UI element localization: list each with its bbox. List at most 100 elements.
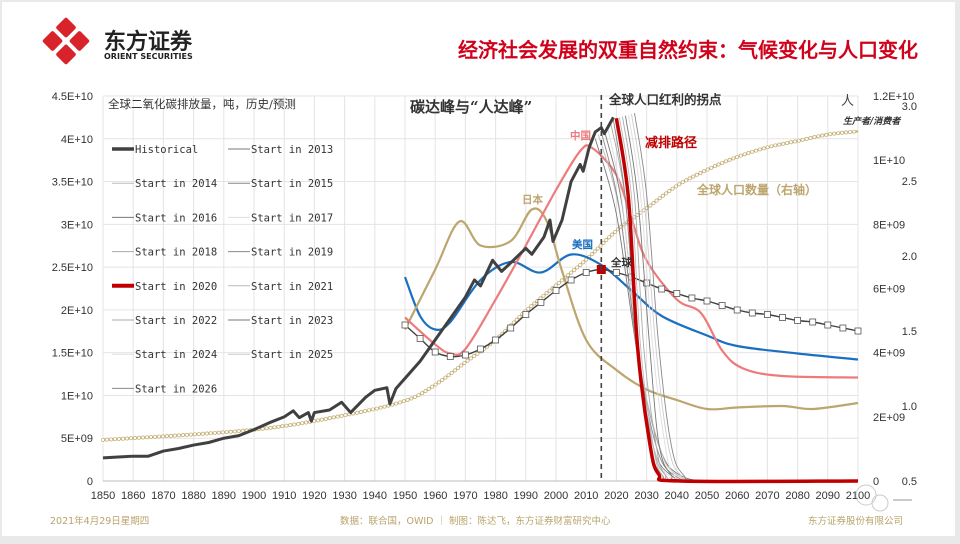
population-marker — [296, 421, 301, 426]
population-marker — [544, 291, 549, 296]
population-marker — [735, 155, 740, 159]
population-marker — [529, 304, 534, 309]
right-axis-population-ticks: 0 2E+09 4E+09 6E+09 8E+09 1E+10 1.2E+10 — [873, 91, 914, 488]
population-marker — [547, 288, 552, 293]
population-marker — [232, 429, 237, 434]
population-marker — [828, 132, 833, 137]
population-marker — [430, 384, 435, 389]
x-tick-label: 1890 — [212, 490, 236, 502]
population-marker — [532, 301, 537, 306]
population-marker — [840, 130, 845, 135]
legend-item-label: Start in 2015 — [251, 178, 333, 190]
population-marker — [284, 423, 289, 428]
japan-label: 日本 — [522, 193, 543, 206]
population-marker — [824, 132, 829, 137]
population-marker — [433, 382, 438, 387]
x-tick-label: 1980 — [483, 490, 507, 502]
population-marker — [465, 358, 470, 363]
left-axis-ticks: 0 5E+09 1E+10 1.5E+10 2E+10 2.5E+10 3E+10 3.5E+… — [52, 91, 93, 488]
population-marker — [712, 164, 717, 169]
global-ratio-marker — [824, 321, 832, 329]
population-marker — [188, 432, 193, 437]
population-marker — [367, 408, 371, 413]
population-marker — [761, 146, 766, 151]
population-marker — [144, 435, 149, 440]
population-marker — [176, 433, 181, 438]
legend: Historical Start in 2013 Start in 2014 Star… — [112, 144, 333, 395]
population-marker — [673, 184, 678, 189]
population-marker — [738, 153, 743, 158]
ratio-line-usa — [403, 253, 859, 361]
population-marker — [405, 397, 410, 402]
x-tick-label: 2080 — [785, 490, 809, 502]
population-marker — [648, 203, 653, 208]
x-axis-ticks: 1850 1860 1870 1880 1890 1900 1910 1920 1930 1940… — [91, 490, 870, 502]
population-marker — [720, 160, 725, 165]
global-ratio-marker — [461, 351, 469, 359]
population-marker — [449, 370, 454, 375]
population-marker — [657, 196, 662, 201]
legend-item-label: Historical — [135, 144, 198, 156]
population-marker — [793, 139, 797, 144]
global-ratio-marker — [567, 276, 575, 284]
x-tick-label: 1910 — [272, 490, 296, 502]
global-ratio-marker — [552, 287, 560, 294]
population-marker — [607, 235, 612, 240]
historical-emissions-line — [102, 116, 615, 460]
left-tick-label: 0 — [87, 476, 93, 488]
population-marker — [598, 243, 603, 248]
population-marker — [156, 434, 161, 439]
turning-point-label: 全球人口红利的拐点 — [608, 92, 722, 107]
population-marker — [769, 144, 774, 149]
legend-item-label: Start in 2026 — [135, 383, 217, 395]
legend-item-label: Start in 2022 — [135, 315, 217, 327]
population-marker — [426, 386, 431, 391]
left-tick-label: 1.5E+10 — [52, 348, 93, 360]
right-population-tick-label: 1E+10 — [873, 155, 905, 167]
global-ratio-marker — [431, 348, 439, 356]
population-marker — [121, 436, 125, 441]
emission-path-2024 — [628, 114, 859, 482]
global-ratio-marker — [764, 311, 771, 318]
population-marker — [750, 149, 755, 154]
global-ratio-marker — [507, 324, 515, 332]
population-label: 全球人口数量（右轴） — [696, 182, 817, 197]
wechat-watermark-icon — [855, 484, 912, 512]
population-marker — [343, 413, 348, 418]
population-marker — [816, 134, 821, 139]
population-marker — [398, 400, 402, 405]
population-marker — [691, 174, 696, 179]
population-marker — [446, 373, 451, 378]
population-marker — [698, 170, 703, 175]
population-marker — [789, 140, 793, 145]
population-marker — [511, 320, 516, 325]
x-tick-label: 1850 — [91, 490, 115, 502]
x-tick-label: 1930 — [332, 490, 356, 502]
population-marker — [604, 238, 609, 243]
chart-title: 碳达峰与“人达峰” — [410, 98, 532, 116]
global-ratio-marker — [477, 345, 484, 353]
population-marker — [820, 133, 825, 138]
population-marker — [716, 162, 721, 167]
population-marker — [288, 423, 293, 428]
population-marker — [327, 416, 332, 421]
population-marker — [452, 368, 457, 373]
legend-item-label: Start in 2013 — [251, 144, 333, 156]
population-marker — [472, 354, 477, 358]
left-tick-label: 2.5E+10 — [52, 262, 93, 274]
population-marker — [374, 406, 379, 411]
population-marker — [416, 393, 421, 398]
population-marker — [180, 433, 185, 438]
population-marker — [300, 421, 305, 426]
population-marker — [413, 394, 417, 399]
x-tick-label: 1960 — [423, 490, 447, 502]
orient-securities-logo — [42, 17, 90, 65]
population-marker — [355, 410, 360, 415]
population-marker — [595, 246, 600, 251]
population-marker — [590, 252, 594, 257]
population-marker — [316, 418, 320, 423]
population-marker — [240, 428, 245, 433]
population-marker — [117, 436, 121, 441]
